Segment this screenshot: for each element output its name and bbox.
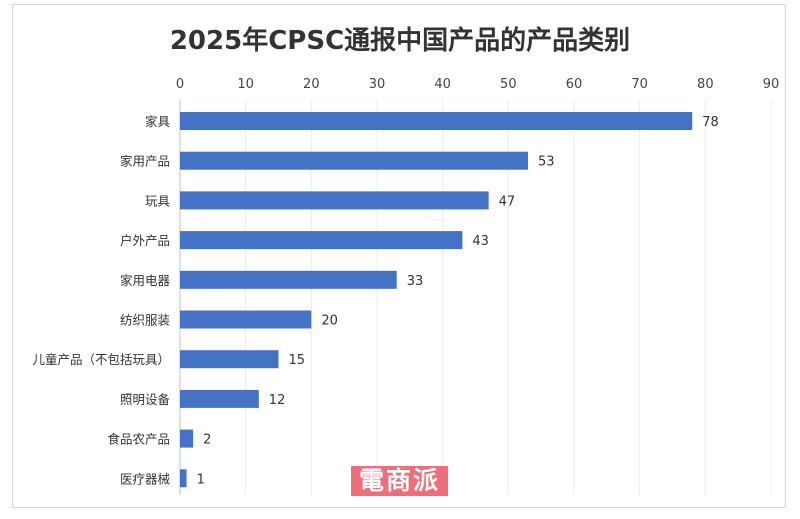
bar	[180, 231, 463, 250]
chart-frame	[12, 4, 786, 508]
x-tick-label: 60	[566, 77, 583, 92]
x-tick-label: 40	[434, 77, 451, 92]
data-label: 15	[289, 353, 306, 368]
data-label: 12	[269, 393, 286, 408]
bar	[180, 469, 187, 488]
category-label: 食品农产品	[107, 432, 170, 447]
category-label: 纺织服装	[120, 313, 170, 328]
category-label: 家具	[145, 114, 171, 129]
category-label: 家用电器	[120, 273, 171, 288]
bar	[180, 310, 312, 329]
category-label: 照明设备	[120, 392, 171, 407]
bar	[180, 191, 489, 210]
x-tick-label: 90	[763, 77, 780, 92]
category-label: 儿童产品（不包括玩具）	[32, 352, 170, 367]
x-tick-label: 30	[369, 77, 386, 92]
x-tick-label: 80	[697, 77, 714, 92]
category-label: 玩具	[145, 193, 171, 208]
x-tick-label: 0	[176, 77, 184, 92]
x-tick-label: 20	[303, 77, 320, 92]
chart-title: 2025年CPSC通报中国产品的产品类别	[169, 26, 631, 56]
category-label: 家用产品	[120, 154, 170, 169]
bar	[180, 429, 194, 448]
data-label: 43	[472, 234, 489, 249]
bar	[180, 270, 397, 289]
bar	[180, 389, 259, 408]
data-label: 20	[321, 314, 338, 329]
data-label: 78	[702, 115, 719, 130]
data-label: 1	[197, 472, 205, 487]
x-tick-label: 50	[500, 77, 517, 92]
x-tick-label: 70	[631, 77, 648, 92]
watermark-logo: 電商派	[351, 466, 448, 496]
data-label: 33	[407, 274, 424, 289]
bar	[180, 112, 693, 130]
category-label: 医疗器械	[120, 471, 171, 486]
data-label: 47	[499, 194, 516, 209]
bar	[180, 350, 279, 369]
category-label: 户外产品	[120, 233, 170, 248]
data-label: 53	[538, 155, 555, 170]
bar	[180, 151, 529, 170]
data-label: 2	[203, 433, 211, 448]
x-tick-label: 10	[237, 77, 254, 92]
